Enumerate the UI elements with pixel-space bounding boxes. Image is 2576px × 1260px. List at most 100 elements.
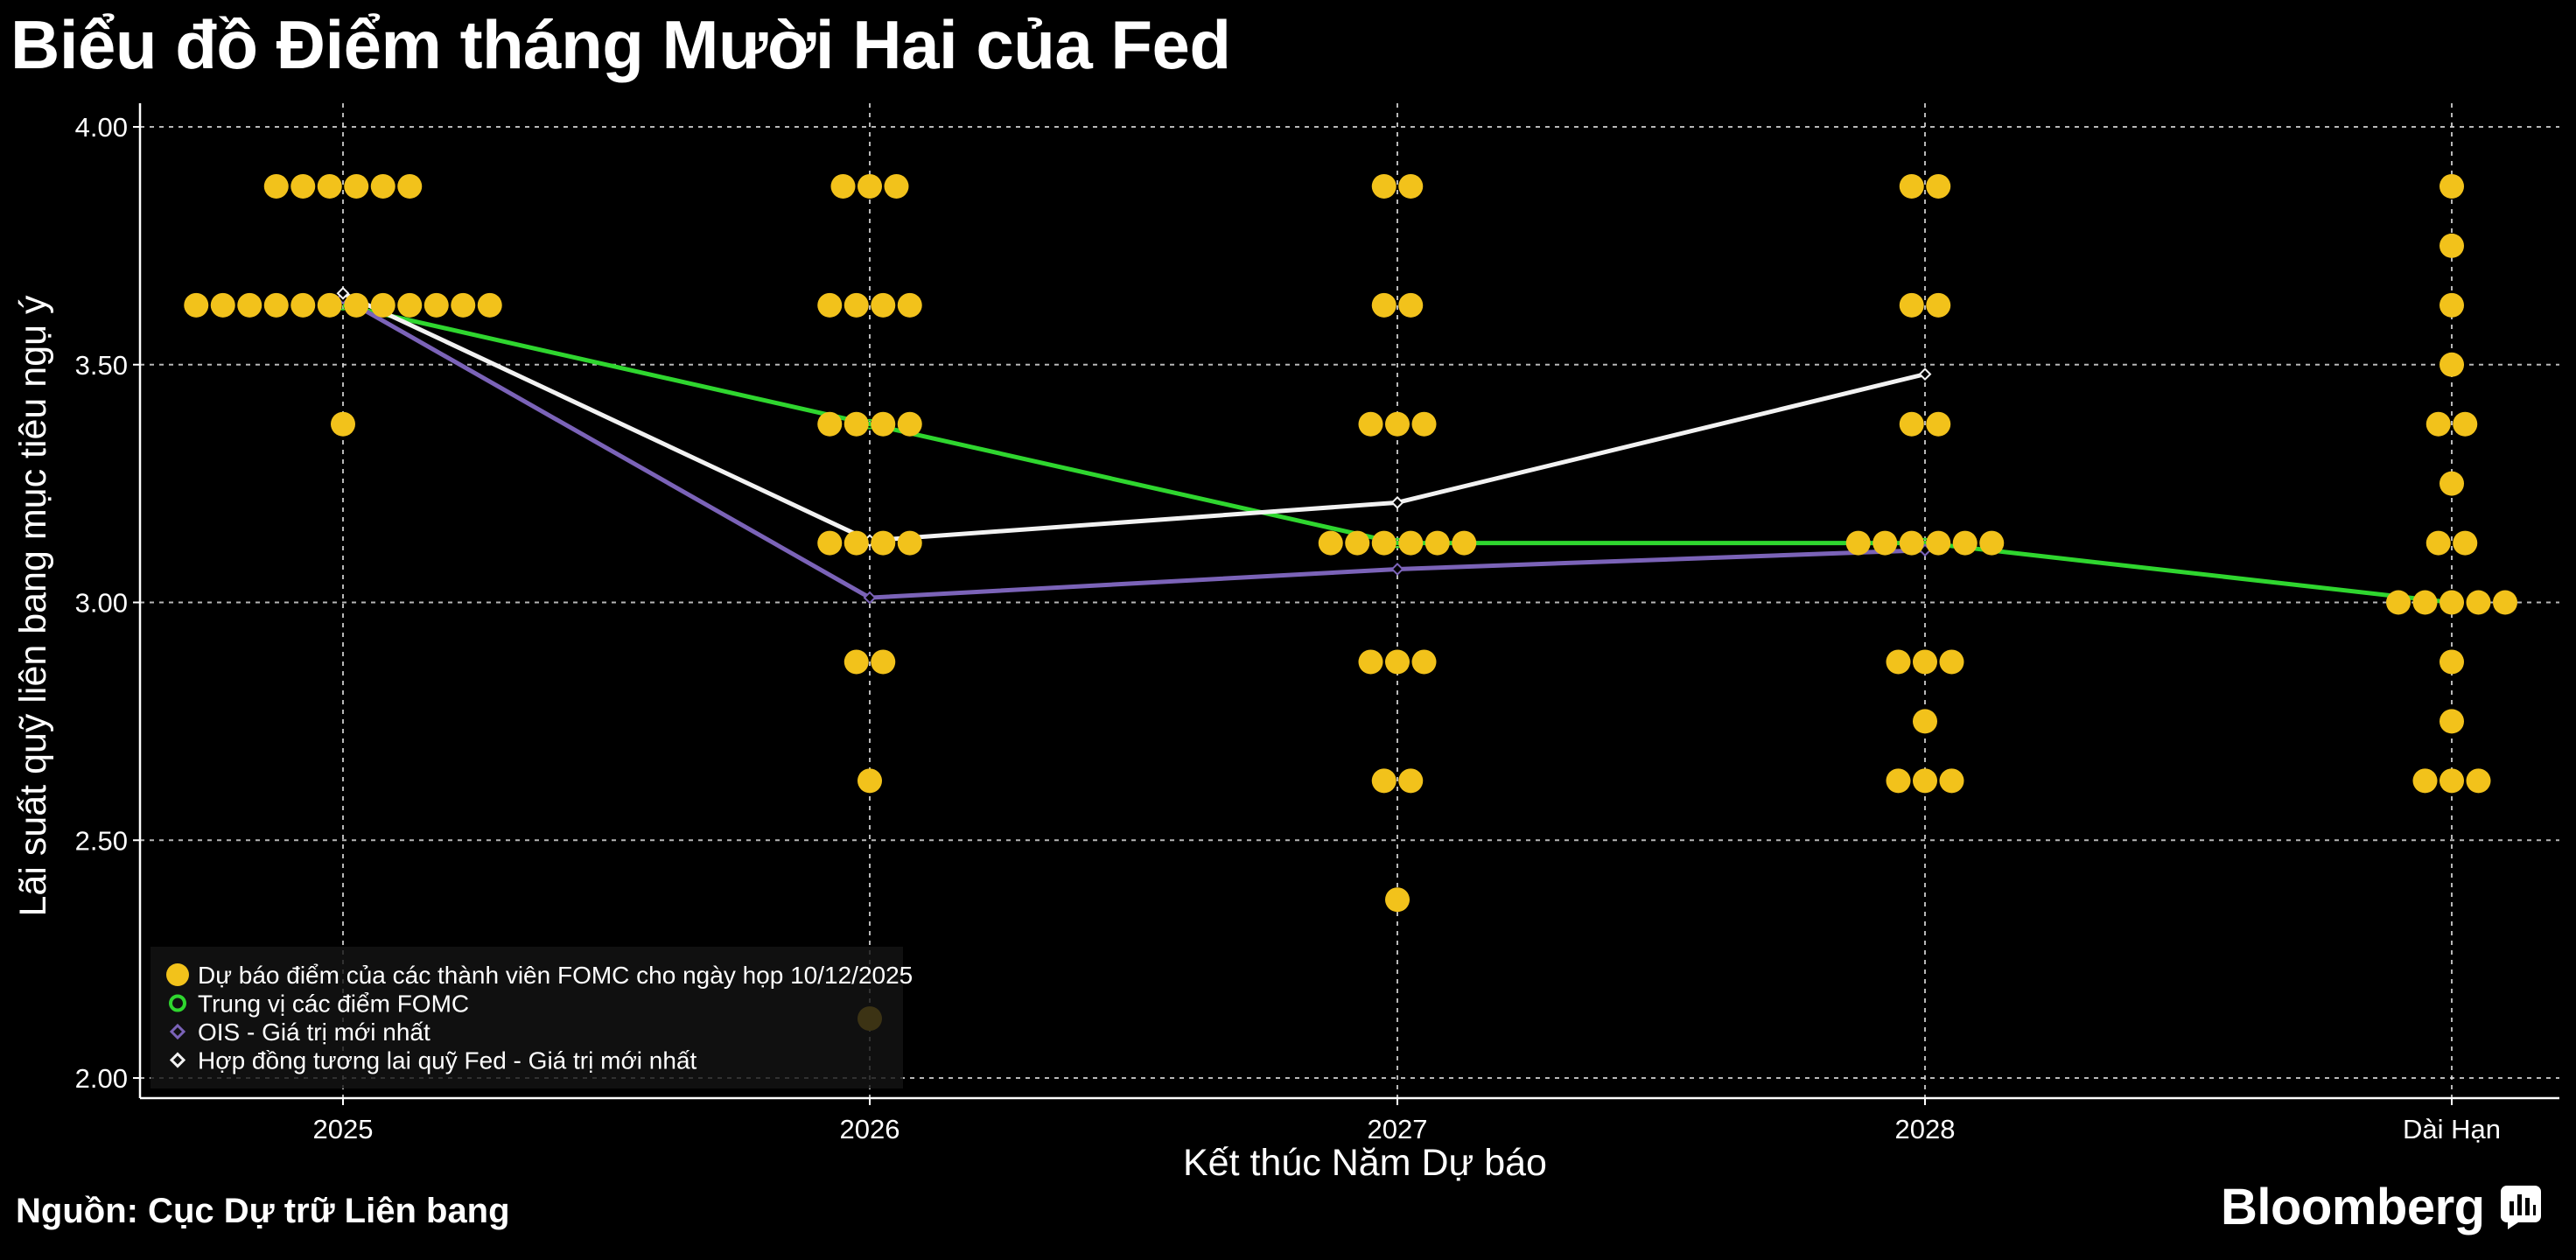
fomc-dot [1979, 530, 2005, 556]
fomc-dot [1371, 292, 1396, 318]
fomc-dot [290, 292, 316, 318]
fomc-dot [1371, 768, 1396, 794]
fomc-dot [897, 530, 922, 556]
fomc-dot [2412, 590, 2438, 615]
fomc-dot [2440, 768, 2464, 794]
fomc-dot [317, 292, 342, 318]
x-tick-label: 2026 [840, 1114, 900, 1144]
fomc-dot [1411, 411, 1437, 437]
fomc-dot [2426, 530, 2451, 556]
brand-name: Bloomberg [2221, 1179, 2485, 1236]
legend-circle-icon [169, 994, 186, 1012]
y-tick-label: 2.00 [75, 1063, 128, 1094]
ois-diamond-marker [1390, 563, 1404, 576]
fomc-dot [210, 292, 235, 318]
fomc-dot [424, 292, 449, 318]
fomc-dot [871, 292, 896, 318]
fomc-dot [1424, 530, 1450, 556]
fomc-dot [1398, 530, 1424, 556]
x-tick-label: Dài Hạn [2403, 1114, 2501, 1144]
futures-diamond-marker [1918, 368, 1932, 382]
fomc-dot [2453, 411, 2478, 437]
fomc-dot [1926, 530, 1951, 556]
fomc-dot [1371, 530, 1396, 556]
fomc-dot [1899, 530, 1924, 556]
fomc-dot [871, 530, 896, 556]
y-tick-label: 2.50 [75, 825, 128, 856]
fomc-dot [344, 173, 369, 199]
fomc-dot [1385, 411, 1410, 437]
fomc-dot [2440, 292, 2464, 318]
fomc-dot [317, 173, 342, 199]
fomc-dot [1952, 530, 1978, 556]
fomc-dot [1926, 292, 1951, 318]
fomc-dot [2412, 768, 2438, 794]
legend-background [150, 947, 903, 1088]
fomc-dot [397, 173, 423, 199]
fomc-dot [1939, 649, 1964, 675]
fomc-dot [897, 411, 922, 437]
series-line-ois [341, 296, 1926, 600]
fomc-dot [1452, 530, 1477, 556]
fomc-dot [897, 292, 922, 318]
legend: Dự báo điểm của các thành viên FOMC cho … [150, 947, 913, 1088]
x-tick-label: 2028 [1895, 1114, 1956, 1144]
fomc-dot [1385, 649, 1410, 675]
fomc-dot [1886, 649, 1911, 675]
fomc-dot [290, 173, 316, 199]
fomc-dot [1398, 768, 1424, 794]
fomc-dot [370, 173, 396, 199]
fomc-dot [1398, 173, 1424, 199]
series-lines [336, 286, 2457, 608]
fomc-dot [477, 292, 502, 318]
fomc-dot [1845, 530, 1871, 556]
fomc-dot [1913, 768, 1937, 794]
grid-layer [140, 103, 2559, 1098]
fomc-dot [858, 768, 882, 794]
fomc-dot [331, 411, 355, 437]
fomc-dot [2440, 649, 2464, 675]
fomc-dot [2493, 590, 2517, 615]
fomc-dot [1385, 887, 1410, 913]
bloomberg-terminal-icon [2500, 1185, 2541, 1229]
legend-label: OIS - Giá trị mới nhất [198, 1018, 430, 1046]
legend-diamond-icon [169, 1052, 186, 1068]
fomc-dot [1913, 649, 1937, 675]
fomc-dot [184, 292, 209, 318]
fomc-dot [871, 649, 896, 675]
fomc-dot [2440, 709, 2464, 734]
fomc-dot [1899, 411, 1924, 437]
fomc-dot [1371, 173, 1396, 199]
legend-dot-icon [166, 963, 189, 986]
fomc-dot [817, 530, 843, 556]
fomc-dot [844, 411, 869, 437]
fomc-dot [1886, 768, 1911, 794]
fomc-dot [871, 411, 896, 437]
fomc-dot [1939, 768, 1964, 794]
fomc-dot [2440, 352, 2464, 377]
futures-diamond-marker [336, 286, 350, 300]
series-line-futures [341, 290, 1926, 543]
fomc-dot [451, 292, 476, 318]
fomc-dot [237, 292, 262, 318]
x-tick-label: 2025 [313, 1114, 374, 1144]
fomc-dot [344, 292, 369, 318]
fomc-dot [1926, 411, 1951, 437]
x-axis-title: Kết thúc Năm Dự báo [1183, 1142, 1547, 1184]
fomc-dot [2466, 768, 2491, 794]
fomc-dot [884, 173, 909, 199]
legend-label: Trung vị các điểm FOMC [198, 990, 469, 1018]
fomc-dot [1358, 649, 1383, 675]
fomc-dot [1926, 173, 1951, 199]
fomc-dot [263, 173, 289, 199]
page-title: Biểu đồ Điểm tháng Mười Hai của Fed [10, 6, 1231, 83]
fomc-dot [830, 173, 856, 199]
fomc-dot [844, 649, 869, 675]
fomc-dot [1899, 173, 1924, 199]
fomc-dot [397, 292, 423, 318]
fomc-dot [2440, 233, 2464, 258]
fomc-dot [263, 292, 289, 318]
fomc-dot [817, 411, 843, 437]
legend-label: Dự báo điểm của các thành viên FOMC cho … [198, 962, 913, 989]
fomc-dot [2386, 590, 2411, 615]
